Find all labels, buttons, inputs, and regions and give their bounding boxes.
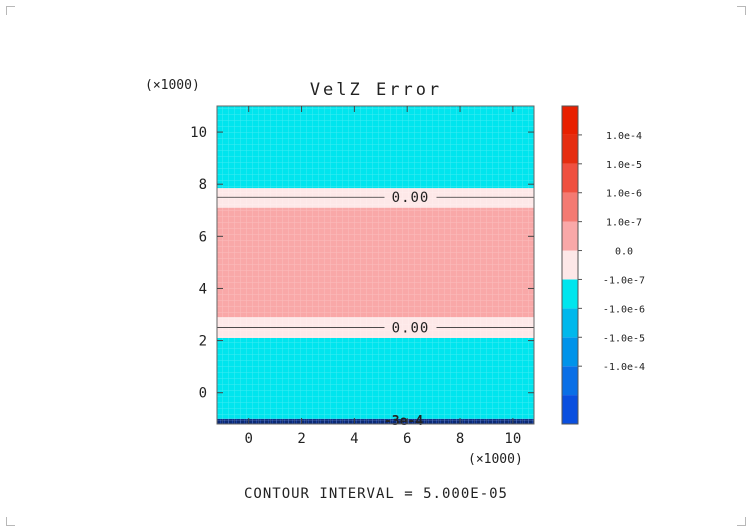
colorbar-label: -1.0e-6 [603, 304, 645, 315]
chart-title: VelZ Error [310, 80, 442, 100]
y-tick-label: 8 [199, 177, 207, 193]
contour-label: -3e-4 [384, 414, 423, 429]
contour-lines: 0.00 0.00 -3e-4 [217, 190, 534, 429]
y-axis-scale-label: (×1000) [145, 78, 200, 93]
x-tick-label: 6 [403, 431, 411, 447]
colorbar-label: 1.0e-4 [606, 131, 642, 142]
colorbar-swatch [562, 192, 578, 222]
x-axis-scale-label: (×1000) [468, 452, 523, 467]
y-axis-ticks: 0 2 4 6 8 10 [190, 125, 534, 402]
colorbar-label: -1.0e-7 [603, 275, 645, 286]
x-tick-label: 4 [350, 431, 358, 447]
colorbar-swatch [562, 163, 578, 193]
contour-interval-footer: CONTOUR INTERVAL = 5.000E-05 [244, 486, 508, 502]
colorbar: 1.0e-4 1.0e-5 1.0e-6 1.0e-7 0.0 -1.0e-7 -1.0e-… [561, 105, 645, 425]
colorbar-label: -1.0e-5 [603, 333, 645, 344]
colorbar-swatch [562, 395, 578, 424]
colorbar-label: 1.0e-5 [606, 160, 642, 171]
colorbar-swatch [562, 279, 578, 309]
colorbar-swatch [562, 250, 578, 280]
colorbar-swatch [562, 106, 578, 135]
plot-frame [216, 105, 535, 425]
colorbar-frame [561, 105, 579, 425]
colorbar-swatch [562, 308, 578, 338]
contour-label: 0.00 [392, 321, 430, 337]
x-tick-label: 2 [297, 431, 305, 447]
x-axis-ticks: 0 2 4 6 8 10 [244, 106, 521, 447]
y-tick-label: 10 [190, 125, 207, 141]
y-tick-label: 6 [199, 229, 207, 245]
colorbar-swatch [562, 221, 578, 251]
colorbar-swatch [562, 134, 578, 164]
frame-corner-bottom-right [737, 517, 746, 526]
colorbar-swatch [562, 337, 578, 367]
colorbar-swatch [562, 366, 578, 396]
y-tick-label: 0 [199, 386, 207, 402]
frame-corner-top-left [6, 6, 15, 15]
frame-corner-top-right [737, 6, 746, 15]
colorbar-label: 1.0e-6 [606, 189, 642, 200]
colorbar-label: 0.0 [615, 247, 633, 258]
colorbar-label: 1.0e-7 [606, 218, 642, 229]
x-tick-label: 8 [456, 431, 464, 447]
x-tick-label: 10 [504, 431, 521, 447]
grid-overlay [217, 106, 534, 424]
x-tick-label: 0 [244, 431, 252, 447]
y-tick-label: 2 [199, 334, 207, 350]
frame-corner-bottom-left [6, 517, 15, 526]
contour-label: 0.00 [392, 190, 430, 206]
y-tick-label: 4 [199, 281, 207, 297]
colorbar-label: -1.0e-4 [603, 362, 645, 373]
